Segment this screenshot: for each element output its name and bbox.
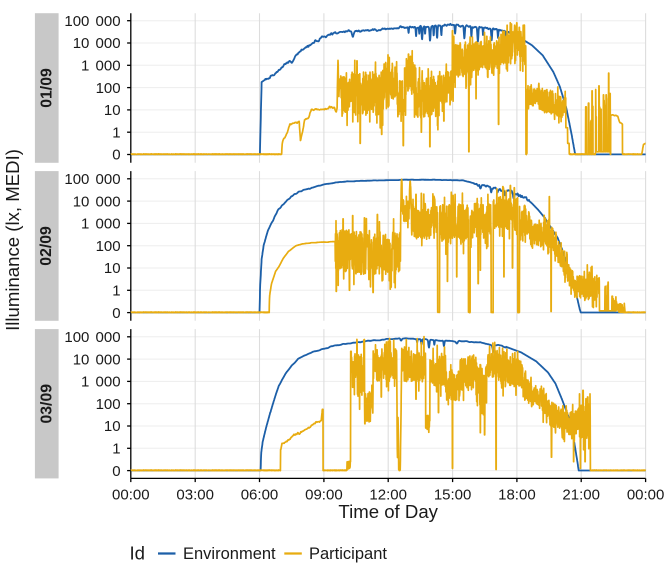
svg-text:1 000: 1 000 — [81, 216, 121, 233]
svg-text:Id: Id — [130, 543, 146, 564]
svg-text:0: 0 — [112, 463, 120, 480]
svg-text:1: 1 — [112, 124, 120, 141]
svg-text:10 000: 10 000 — [73, 35, 121, 52]
svg-text:1 000: 1 000 — [81, 374, 121, 391]
svg-text:06:00: 06:00 — [241, 486, 279, 503]
svg-text:Illuminance (lx, MEDI): Illuminance (lx, MEDI) — [2, 149, 23, 331]
svg-text:10 000: 10 000 — [73, 351, 121, 368]
svg-text:1 000: 1 000 — [81, 58, 121, 75]
svg-text:21:00: 21:00 — [562, 486, 600, 503]
svg-text:03/09: 03/09 — [38, 384, 55, 424]
svg-text:10: 10 — [104, 260, 121, 277]
svg-text:100: 100 — [96, 396, 121, 413]
svg-text:02/09: 02/09 — [38, 226, 55, 266]
svg-text:0: 0 — [112, 305, 120, 322]
svg-text:10: 10 — [104, 102, 121, 119]
svg-text:1: 1 — [112, 441, 120, 458]
svg-text:00:00: 00:00 — [112, 486, 150, 503]
svg-text:100: 100 — [96, 238, 121, 255]
svg-text:100 000: 100 000 — [64, 171, 120, 188]
svg-text:12:00: 12:00 — [369, 486, 407, 503]
svg-text:100: 100 — [96, 80, 121, 97]
svg-text:0: 0 — [112, 147, 120, 164]
svg-text:03:00: 03:00 — [176, 486, 214, 503]
svg-text:1: 1 — [112, 283, 120, 300]
svg-text:100 000: 100 000 — [64, 13, 120, 30]
svg-text:01/09: 01/09 — [38, 68, 55, 108]
svg-text:Environment: Environment — [183, 545, 276, 563]
svg-text:09:00: 09:00 — [305, 486, 343, 503]
svg-text:Time of Day: Time of Day — [338, 501, 438, 522]
svg-text:00:00: 00:00 — [627, 486, 665, 503]
svg-text:18:00: 18:00 — [498, 486, 536, 503]
svg-text:100 000: 100 000 — [64, 329, 120, 346]
svg-text:10: 10 — [104, 418, 121, 435]
svg-text:10 000: 10 000 — [73, 193, 121, 210]
svg-text:Participant: Participant — [309, 545, 387, 563]
svg-text:15:00: 15:00 — [434, 486, 472, 503]
